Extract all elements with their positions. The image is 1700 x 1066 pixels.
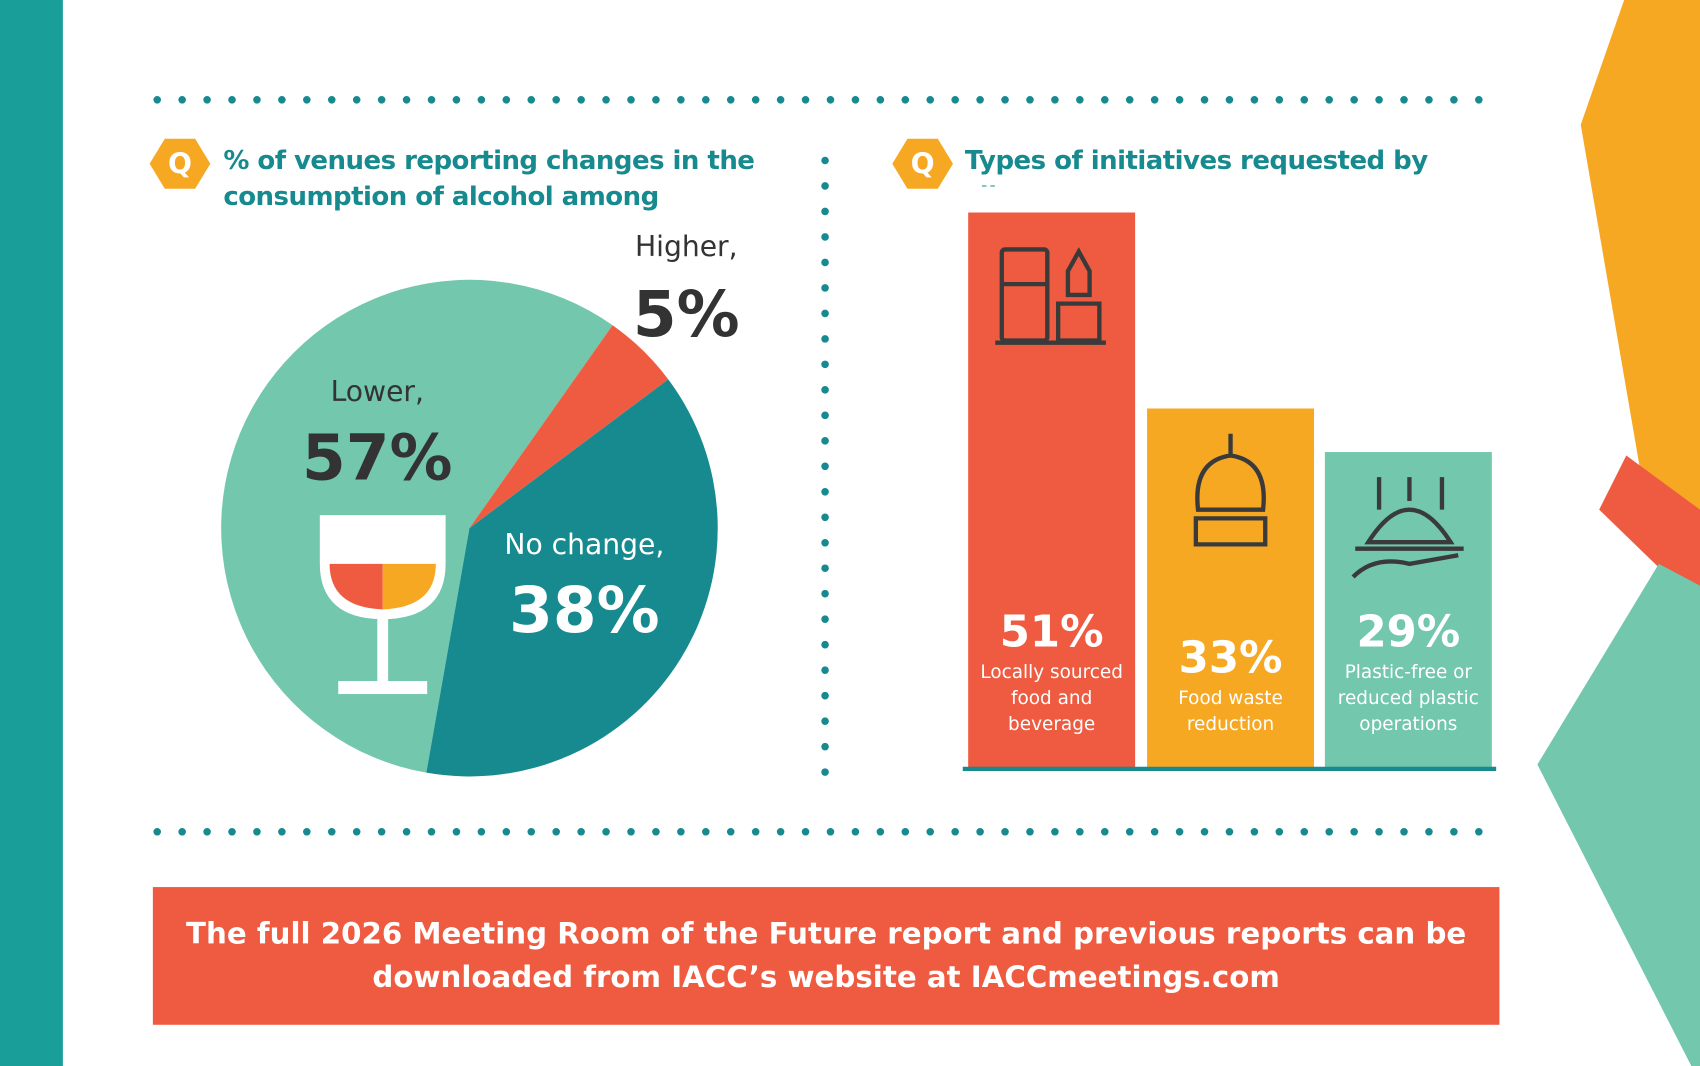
- slice-label: Higher,: [635, 230, 738, 263]
- deco-teal: [1537, 563, 1700, 1066]
- bar: [1324, 452, 1492, 768]
- q-letter: Q: [911, 148, 935, 181]
- slice-label: No change,: [504, 528, 664, 561]
- bar-label-box: 51%Locally sourced food and beverage: [968, 477, 1135, 742]
- bar-labels: 33% Food waste reduction: [1147, 477, 1314, 742]
- slice-value-label: 5%: [633, 278, 740, 351]
- slice-value-label: 38%: [509, 574, 659, 647]
- side-stripe: [0, 0, 63, 1066]
- bar: [968, 212, 1136, 768]
- deco-orange: [1580, 0, 1700, 516]
- bar: [1147, 408, 1315, 768]
- bar-category-label: Food waste reduction: [1178, 687, 1283, 736]
- q-icon: Q: [149, 138, 211, 189]
- bar-labels: 29% Plastic-free or reduced plastic opera…: [1325, 477, 1492, 742]
- bar-value-label: 33%: [1178, 633, 1283, 684]
- bar-labels: 51% Locally sourced food and beverage: [968, 477, 1135, 742]
- bar-icons: [995, 247, 1464, 579]
- slice-value-label: 57%: [302, 421, 452, 494]
- pie-slice: [426, 379, 718, 777]
- title-box: Types of initiatives requested by client…: [964, 145, 1428, 186]
- bar-chart: [968, 212, 1492, 768]
- deco-red: [1599, 455, 1700, 608]
- slice-label: Lower,: [331, 375, 424, 408]
- bar-value-label: 29%: [1356, 607, 1461, 658]
- bar-label-box: 29%Plastic-free or reduced plastic opera…: [1325, 477, 1492, 742]
- chart-title: % of venues reporting changes in the con…: [223, 145, 755, 219]
- wine-glass-icon: [319, 515, 446, 695]
- q-icon: Q: [892, 138, 953, 189]
- pie-slice: [469, 325, 669, 529]
- footer-box: The full 2026 Meeting Room of the Future…: [186, 916, 1467, 994]
- title-box: % of venues reporting changes in the con…: [223, 145, 755, 219]
- bar-category-label: Locally sourced food and beverage: [980, 661, 1123, 736]
- bar-label-box: 33%Food waste reduction: [1147, 477, 1314, 742]
- footer-banner: [152, 887, 1500, 1025]
- footer-text: The full 2026 Meeting Room of the Future…: [186, 916, 1467, 994]
- q-letter: Q: [168, 148, 192, 181]
- bar-category-label: Plastic-free or reduced plastic operatio…: [1337, 661, 1479, 736]
- bar-value-label: 51%: [999, 607, 1104, 658]
- chart-title: Types of initiatives requested by client…: [964, 145, 1428, 186]
